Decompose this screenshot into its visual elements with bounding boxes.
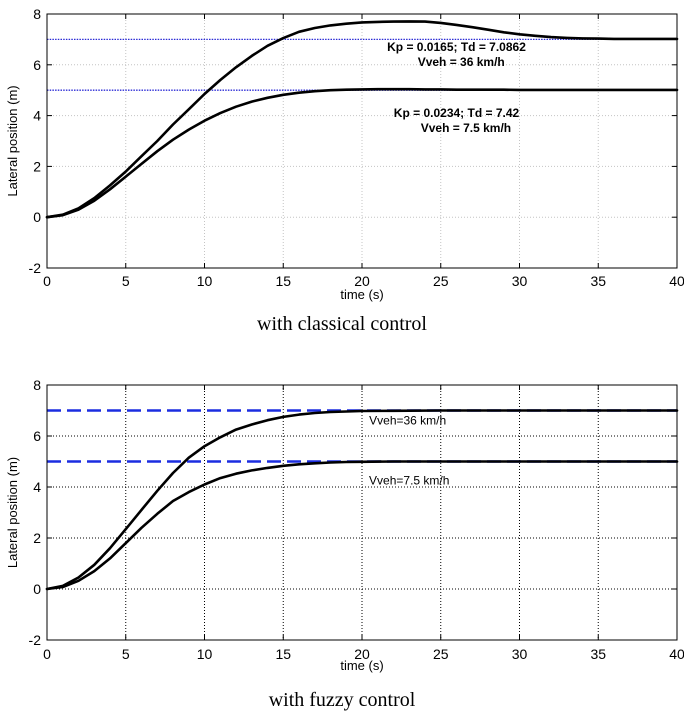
y-tick-label: 4: [33, 108, 41, 124]
y-tick-label: 0: [33, 581, 41, 597]
annotation: Vveh = 7.5 km/h: [421, 121, 511, 135]
annotation: Vveh = 36 km/h: [418, 55, 505, 69]
y-axis-label: Lateral position (m): [5, 457, 20, 568]
y-tick-label: 8: [33, 6, 41, 22]
annotation: Kp = 0.0234; Td = 7.42: [394, 106, 520, 120]
x-tick-label: 5: [122, 273, 130, 289]
x-tick-label: 0: [43, 646, 51, 662]
y-tick-label: 4: [33, 479, 41, 495]
annotation: Vveh=36 km/h: [369, 414, 446, 428]
x-tick-label: 40: [669, 273, 684, 289]
y-tick-label: 6: [33, 428, 41, 444]
y-tick-label: 0: [33, 209, 41, 225]
series-line-2: [45, 460, 679, 591]
x-tick-label: 5: [122, 646, 130, 662]
x-tick-label: 25: [433, 646, 449, 662]
chart-caption: with classical control: [257, 313, 427, 335]
x-tick-label: 30: [512, 273, 528, 289]
x-tick-label: 20: [354, 646, 370, 662]
y-tick-label: -2: [29, 632, 42, 648]
y-tick-label: 6: [33, 57, 41, 73]
chart-caption: with fuzzy control: [269, 689, 416, 711]
x-tick-label: 15: [275, 646, 291, 662]
series-line-1: [45, 409, 679, 591]
x-tick-label: 15: [275, 273, 291, 289]
x-axis-label: time (s): [340, 658, 383, 673]
x-axis-label: time (s): [340, 287, 383, 302]
x-tick-label: 20: [354, 273, 370, 289]
x-tick-label: 35: [590, 273, 606, 289]
annotation: Kp = 0.0165; Td = 7.0862: [387, 40, 526, 54]
x-tick-label: 25: [433, 273, 449, 289]
x-tick-label: 10: [197, 646, 213, 662]
y-tick-label: 8: [33, 377, 41, 393]
y-tick-label: -2: [29, 260, 42, 276]
y-axis-label: Lateral position (m): [5, 85, 20, 196]
annotation: Vveh=7.5 km/h: [369, 473, 449, 487]
series-line-1: [45, 20, 679, 219]
series-line-2: [45, 87, 679, 219]
y-tick-label: 2: [33, 158, 41, 174]
y-tick-label: 2: [33, 530, 41, 546]
x-tick-label: 0: [43, 273, 51, 289]
x-tick-label: 35: [590, 646, 606, 662]
x-tick-label: 30: [512, 646, 528, 662]
x-tick-label: 10: [197, 273, 213, 289]
x-tick-label: 40: [669, 646, 684, 662]
